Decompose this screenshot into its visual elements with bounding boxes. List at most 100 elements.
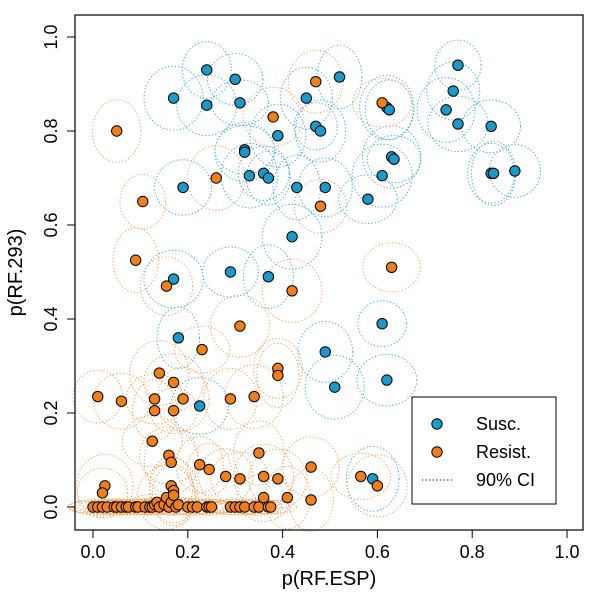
resist-ci-ellipse — [93, 372, 150, 430]
resist-ci-ellipse — [288, 468, 334, 532]
susc-point — [177, 181, 189, 194]
x-tick-label: 0.0 — [80, 542, 105, 562]
resist-ci-ellipse — [287, 49, 344, 114]
y-tick-label: 0.0 — [41, 494, 61, 519]
resist-point — [115, 395, 128, 407]
susc-ci-ellipse — [293, 102, 338, 151]
susc-ci-ellipse — [359, 74, 415, 141]
resist-ci-ellipse — [233, 420, 285, 486]
susc-ci-ellipse — [357, 300, 407, 348]
resist-ci-ellipse — [121, 415, 183, 468]
data-points — [87, 59, 521, 513]
resist-point — [111, 125, 123, 137]
resist-point — [193, 459, 206, 471]
susc-point — [509, 165, 521, 177]
susc-ci-ellipse — [210, 79, 270, 127]
y-tick-label: 1.0 — [41, 24, 61, 49]
resist-point — [148, 393, 161, 405]
legend: Susc. Resist. 90% CI — [411, 396, 557, 505]
susc-point — [224, 266, 237, 278]
susc-point — [201, 64, 213, 76]
x-tick-label: 0.8 — [460, 542, 485, 562]
susc-point — [319, 181, 331, 194]
resist-point — [92, 390, 104, 403]
y-tick-label: 0.2 — [41, 400, 61, 425]
y-axis-ticks: 0.0 0.2 0.4 0.6 0.8 1.0 — [41, 24, 75, 520]
resist-point — [371, 480, 384, 492]
resist-point — [224, 393, 237, 405]
susc-ci-ellipse — [356, 353, 418, 407]
resist-point — [203, 463, 215, 476]
resist-point — [238, 501, 251, 513]
susc-ci-ellipse — [220, 142, 279, 209]
resist-point — [385, 261, 398, 273]
resist-ci-ellipse — [242, 86, 304, 147]
resist-point — [310, 75, 322, 88]
susc-point — [485, 120, 497, 133]
resist-point — [265, 501, 277, 513]
susc-ci-ellipse — [488, 144, 542, 198]
susc-point — [300, 92, 312, 104]
plot-frame — [74, 14, 584, 531]
susc-point — [234, 97, 246, 109]
resist-point — [148, 404, 161, 417]
resist-point — [210, 172, 222, 184]
resist-point — [253, 447, 265, 459]
susc-point — [381, 374, 393, 386]
resist-point — [177, 393, 189, 405]
resist-point — [196, 343, 208, 356]
resist-ci-ellipse — [224, 364, 284, 430]
susc-point — [238, 146, 251, 158]
resist-point — [220, 470, 232, 483]
x-tick-label: 0.6 — [365, 542, 390, 562]
susc-ci-ellipse — [416, 76, 476, 143]
susc-ci-ellipse — [249, 103, 307, 168]
susc-ci-ellipse — [181, 41, 232, 99]
susc-point — [172, 332, 185, 344]
resist-point — [272, 369, 284, 382]
susc-ci-ellipse — [297, 321, 354, 383]
susc-ci-ellipse — [294, 99, 347, 163]
susc-point — [440, 104, 452, 116]
resist-ci-ellipse — [347, 454, 408, 518]
susc-point — [272, 130, 284, 142]
x-tick-label: 1.0 — [554, 542, 579, 562]
y-axis-title: p(RF.293) — [5, 229, 27, 317]
resist-ci-ellipse — [261, 258, 323, 323]
resist-ci-ellipse — [143, 353, 204, 412]
resist-ci-ellipse — [362, 242, 421, 293]
resist-point — [376, 97, 388, 109]
legend-resist-marker — [431, 446, 443, 458]
susc-point — [383, 104, 395, 116]
resist-point — [272, 473, 284, 485]
susc-point — [452, 59, 464, 71]
resist-ci-ellipse — [256, 342, 300, 409]
resist-ci-ellipse — [173, 325, 231, 374]
resist-point — [96, 487, 109, 499]
x-tick-label: 0.2 — [175, 542, 200, 562]
susc-ci-ellipse — [143, 65, 204, 131]
resist-ci-ellipse — [330, 452, 392, 501]
resist-point — [267, 111, 279, 123]
resist-ci-ellipse — [293, 178, 348, 234]
resist-ci-ellipse — [352, 78, 413, 128]
resist-ci-ellipse — [91, 99, 142, 163]
y-tick-label: 0.4 — [41, 306, 61, 331]
susc-ci-ellipse — [279, 66, 333, 130]
resist-point — [172, 498, 185, 511]
resist-point — [167, 376, 180, 389]
susc-point — [329, 381, 341, 393]
legend-resist-label: Resist. — [476, 442, 531, 462]
resist-ci-ellipse — [198, 448, 254, 505]
susc-point — [362, 193, 374, 205]
susc-point — [487, 167, 500, 180]
susc-point — [319, 346, 331, 358]
resist-ci-ellipse — [210, 451, 270, 506]
resist-point — [281, 491, 294, 504]
resist-ci-ellipse — [119, 173, 167, 230]
resist-point — [257, 491, 270, 504]
resist-point — [314, 200, 327, 212]
resist-ci-ellipse — [112, 227, 159, 294]
susc-point — [452, 118, 464, 130]
resist-point — [305, 494, 317, 506]
